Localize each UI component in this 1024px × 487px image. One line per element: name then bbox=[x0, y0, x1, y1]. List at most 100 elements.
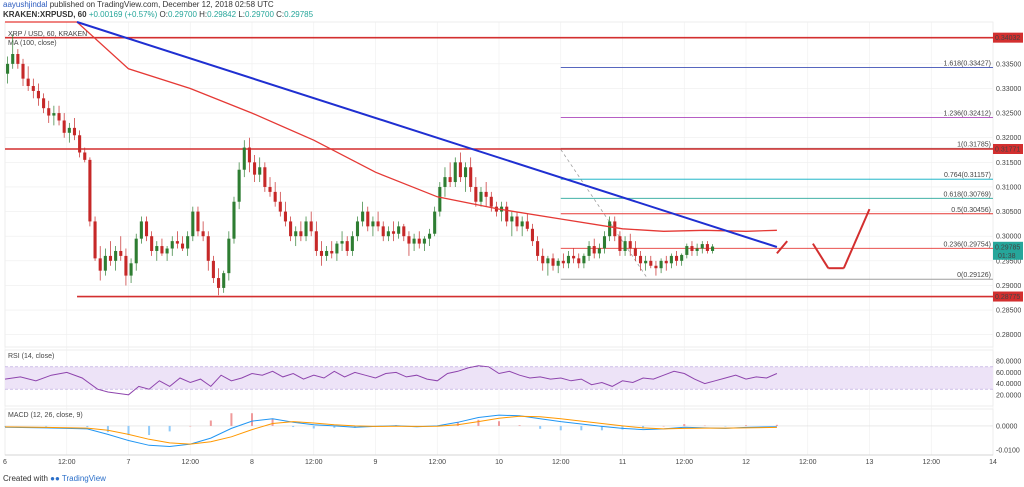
candle-up bbox=[546, 258, 550, 264]
y-tick-label: 0.30500 bbox=[996, 209, 1021, 216]
macd-histogram-bar bbox=[724, 425, 727, 427]
symbol-label: KRAKEN:XRPUSD, 60 bbox=[3, 10, 87, 19]
macd-histogram-bar bbox=[600, 425, 603, 431]
candle-up bbox=[556, 260, 560, 266]
rsi-band bbox=[5, 366, 993, 390]
y-tick-label: 0.33500 bbox=[996, 61, 1021, 68]
candle-down bbox=[150, 236, 154, 251]
candle-down bbox=[654, 265, 658, 269]
candle-up bbox=[6, 63, 10, 74]
candle-down bbox=[201, 231, 205, 237]
candle-up bbox=[232, 201, 236, 239]
ma-label: MA (100, close) bbox=[8, 40, 57, 47]
candle-down bbox=[381, 226, 385, 237]
candle-down bbox=[618, 236, 622, 251]
ma100-line bbox=[5, 21, 777, 232]
candle-down bbox=[664, 260, 668, 264]
macd-histogram-bar bbox=[775, 424, 778, 426]
x-tick-label: 9 bbox=[374, 459, 378, 466]
candle-up bbox=[355, 221, 360, 237]
x-tick-label: 12:00 bbox=[181, 459, 199, 466]
candle-down bbox=[21, 63, 25, 79]
candle-up bbox=[623, 241, 627, 251]
high-label: H: bbox=[199, 10, 208, 19]
candle-down bbox=[299, 231, 303, 237]
candle-down bbox=[289, 221, 293, 237]
candle-up bbox=[427, 233, 432, 239]
candle-down bbox=[283, 211, 287, 222]
projection-arrow-segment bbox=[776, 240, 788, 255]
candle-down bbox=[572, 255, 576, 259]
macd-histogram-bar bbox=[559, 425, 562, 431]
close-label: C: bbox=[276, 10, 285, 19]
macd-histogram-bar bbox=[127, 425, 130, 436]
fib-label-0.236: 0.236(0.29754) bbox=[944, 241, 991, 248]
candle-down bbox=[469, 167, 473, 187]
high-value: 0.29842 bbox=[207, 10, 237, 19]
rsi-tick-label: 60.0000 bbox=[996, 370, 1021, 377]
candle-up bbox=[669, 255, 673, 264]
macd-histogram-bar bbox=[312, 425, 315, 429]
candle-down bbox=[175, 241, 179, 244]
candle-down bbox=[57, 113, 61, 121]
fib-label-1.618: 1.618(0.33427) bbox=[944, 60, 991, 67]
candle-down bbox=[206, 236, 210, 261]
candle-up bbox=[582, 255, 586, 264]
x-tick-label: 14 bbox=[989, 459, 997, 466]
candle-up bbox=[139, 221, 143, 239]
candle-up bbox=[258, 167, 262, 175]
x-tick-label: 12:00 bbox=[552, 459, 570, 466]
candle-down bbox=[536, 241, 540, 256]
candle-down bbox=[690, 246, 694, 251]
low-label: L: bbox=[238, 10, 245, 19]
candle-down bbox=[638, 255, 643, 264]
y-tick-label: 0.30000 bbox=[996, 234, 1021, 241]
candle-up bbox=[242, 147, 246, 170]
candle-up bbox=[510, 216, 514, 222]
candle-up bbox=[587, 246, 591, 256]
candle-down bbox=[417, 238, 421, 244]
x-tick-label: 12:00 bbox=[428, 459, 446, 466]
y-tick-label: 0.28000 bbox=[996, 332, 1021, 339]
candle-down bbox=[160, 246, 164, 254]
tradingview-logo: ●● bbox=[50, 474, 60, 483]
footer-brand[interactable]: TradingView bbox=[61, 474, 106, 483]
candle-down bbox=[309, 221, 313, 232]
footer-prefix: Created with bbox=[3, 474, 48, 483]
candle-up bbox=[114, 250, 118, 261]
candle-down bbox=[391, 231, 396, 234]
candle-up bbox=[335, 243, 339, 254]
fib-label-0.764: 0.764(0.31157) bbox=[944, 172, 991, 179]
x-tick-label: 12:00 bbox=[922, 459, 940, 466]
author-name[interactable]: aayushjindal bbox=[3, 0, 48, 9]
candle-down bbox=[628, 241, 632, 249]
close-value: 0.29785 bbox=[284, 10, 314, 19]
candle-down bbox=[530, 228, 534, 242]
candle-down bbox=[278, 201, 282, 212]
projection-arrow-segment bbox=[842, 208, 871, 269]
macd-histogram-bar bbox=[498, 421, 500, 426]
candle-up bbox=[103, 255, 107, 271]
candle-up bbox=[685, 246, 689, 255]
candle-up bbox=[325, 250, 329, 256]
candle-up bbox=[350, 236, 354, 251]
price-badge: 0.34032 bbox=[995, 35, 1020, 42]
candle-down bbox=[98, 258, 102, 271]
candle-up bbox=[443, 177, 447, 187]
price-badge-bg bbox=[993, 143, 1023, 154]
change-value: +0.00169 (+0.57%) bbox=[88, 10, 158, 19]
candle-down bbox=[217, 278, 221, 288]
candle-down bbox=[26, 78, 30, 87]
candle-down bbox=[633, 248, 637, 256]
candle-down bbox=[474, 186, 478, 202]
symbol-ohlc-line: KRAKEN:XRPUSD, 60 +0.00169 (+0.57%) O:0.… bbox=[3, 10, 313, 19]
fib-label-0.5: 0.5(0.30456) bbox=[951, 207, 991, 214]
macd-histogram-bar bbox=[580, 425, 583, 431]
candle-up bbox=[608, 221, 612, 237]
candle-up bbox=[397, 226, 401, 234]
candle-up bbox=[294, 231, 298, 237]
candle-up bbox=[566, 255, 571, 264]
candle-down bbox=[253, 162, 257, 175]
candle-down bbox=[484, 191, 488, 197]
